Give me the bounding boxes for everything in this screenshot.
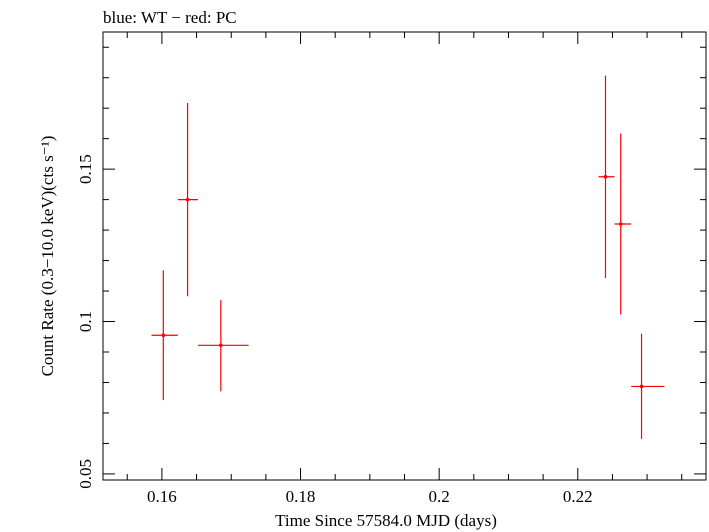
y-tick-label: 0.15 (76, 154, 95, 184)
y-tick-label: 0.05 (76, 459, 95, 489)
data-point (614, 133, 632, 315)
data-points (151, 75, 665, 439)
y-axis-label: Count Rate (0.3−10.0 keV)(cts s⁻¹) (38, 136, 57, 377)
point-marker (161, 333, 166, 338)
axis-ticks (103, 32, 706, 480)
data-point (631, 333, 665, 439)
point-marker (639, 384, 644, 389)
x-tick-label: 0.16 (147, 487, 177, 506)
data-point (177, 103, 198, 297)
data-point (598, 75, 615, 278)
axis-tick-labels: 0.16 0.18 0.2 0.22 0.05 0.1 0.15 (76, 154, 593, 506)
point-marker (219, 343, 223, 348)
point-marker (618, 222, 623, 226)
point-marker (603, 174, 608, 179)
data-point (151, 270, 178, 401)
plot-frame (102, 31, 707, 481)
point-marker (185, 197, 190, 202)
y-tick-label: 0.1 (76, 311, 95, 332)
chart-title: blue: WT − red: PC (103, 8, 237, 27)
x-tick-label: 0.2 (429, 487, 450, 506)
x-tick-label: 0.18 (286, 487, 316, 506)
data-point (197, 300, 249, 392)
x-tick-label: 0.22 (563, 487, 593, 506)
x-axis-label: Time Since 57584.0 MJD (days) (275, 511, 497, 530)
